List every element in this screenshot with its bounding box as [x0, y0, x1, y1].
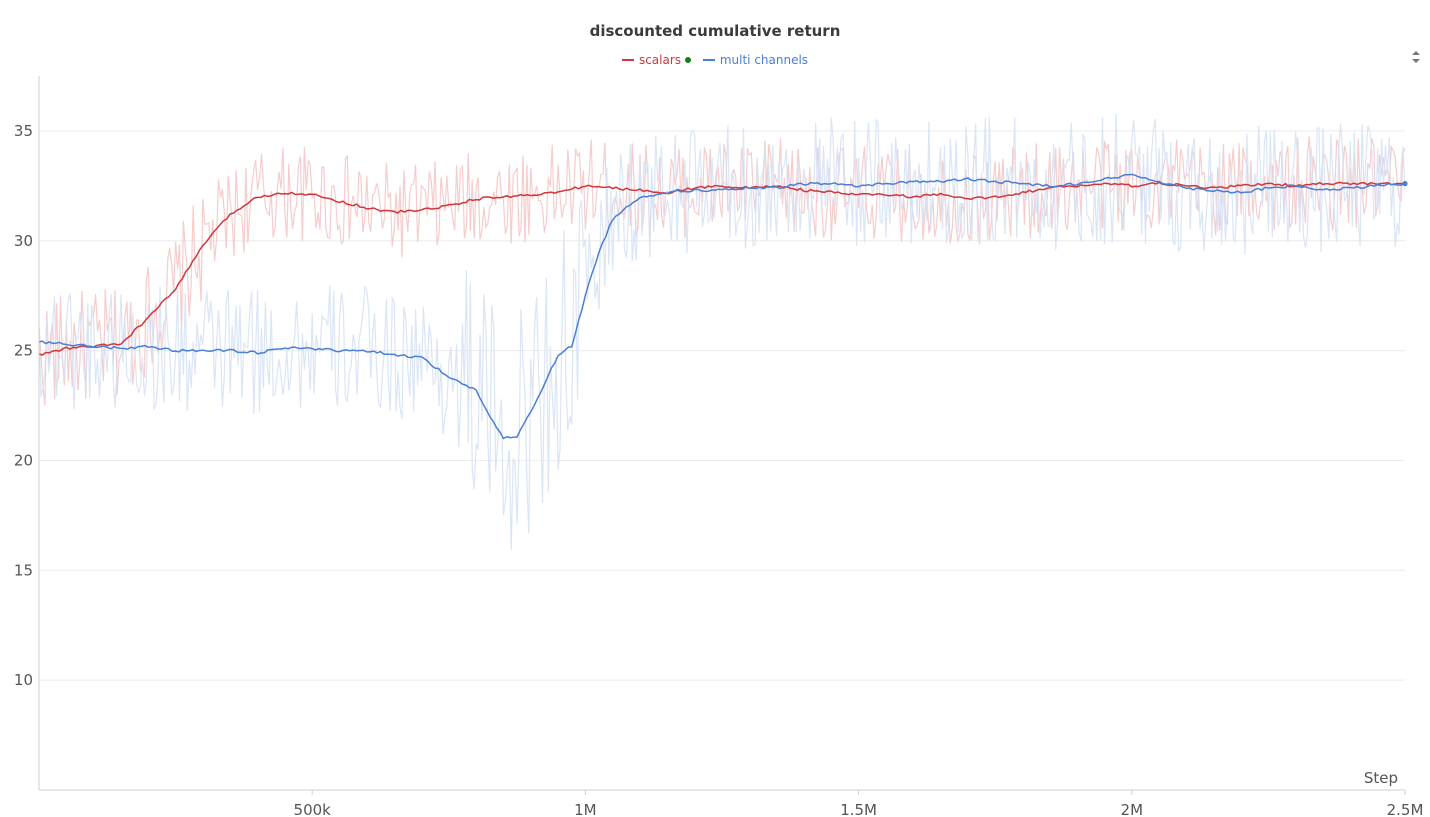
x-axis-title: Step [1364, 769, 1398, 787]
axes [38, 76, 1406, 795]
raw-line-multi-channels [38, 113, 1406, 551]
raw-line-scalars [38, 136, 1406, 406]
x-tick-label-500k: 500k [294, 801, 332, 817]
legend-swatch-scalars [621, 59, 634, 61]
y-tick-label-35: 35 [14, 122, 33, 140]
active-run-dot-icon [685, 57, 692, 63]
smoothed-line-scalars [38, 181, 1406, 356]
tick-labels: 10 15 20 25 30 35 500k 1M 1.5M 2M 2.5M [14, 122, 1423, 817]
y-tick-label-25: 25 [14, 342, 33, 360]
legend-item-multi-channels[interactable]: multi channels [702, 53, 809, 67]
y-tick-label-20: 20 [14, 451, 33, 469]
y-tick-label-10: 10 [14, 671, 33, 689]
legend-label-multi-channels: multi channels [719, 53, 809, 67]
legend-swatch-multi-channels [702, 59, 715, 61]
x-tick-label-1.5M: 1.5M [840, 801, 877, 817]
legend-item-scalars[interactable]: scalars [621, 53, 692, 67]
y-tick-label-15: 15 [14, 561, 33, 579]
legend: scalars multi channels [0, 50, 1430, 67]
endpoint-marker-multi-channels [1402, 181, 1408, 187]
sort-toggle-icon[interactable] [1410, 48, 1422, 66]
smoothed-series-layer [38, 173, 1408, 440]
chart-title: discounted cumulative return [589, 22, 841, 40]
smoothed-line-multi-channels [38, 173, 1406, 440]
x-tick-label-2.5M: 2.5M [1387, 801, 1424, 817]
x-tick-label-1M: 1M [574, 801, 597, 817]
legend-label-scalars: scalars [638, 53, 682, 67]
y-tick-label-30: 30 [14, 232, 33, 250]
raw-series-layer [38, 113, 1406, 551]
x-tick-label-2M: 2M [1121, 801, 1144, 817]
